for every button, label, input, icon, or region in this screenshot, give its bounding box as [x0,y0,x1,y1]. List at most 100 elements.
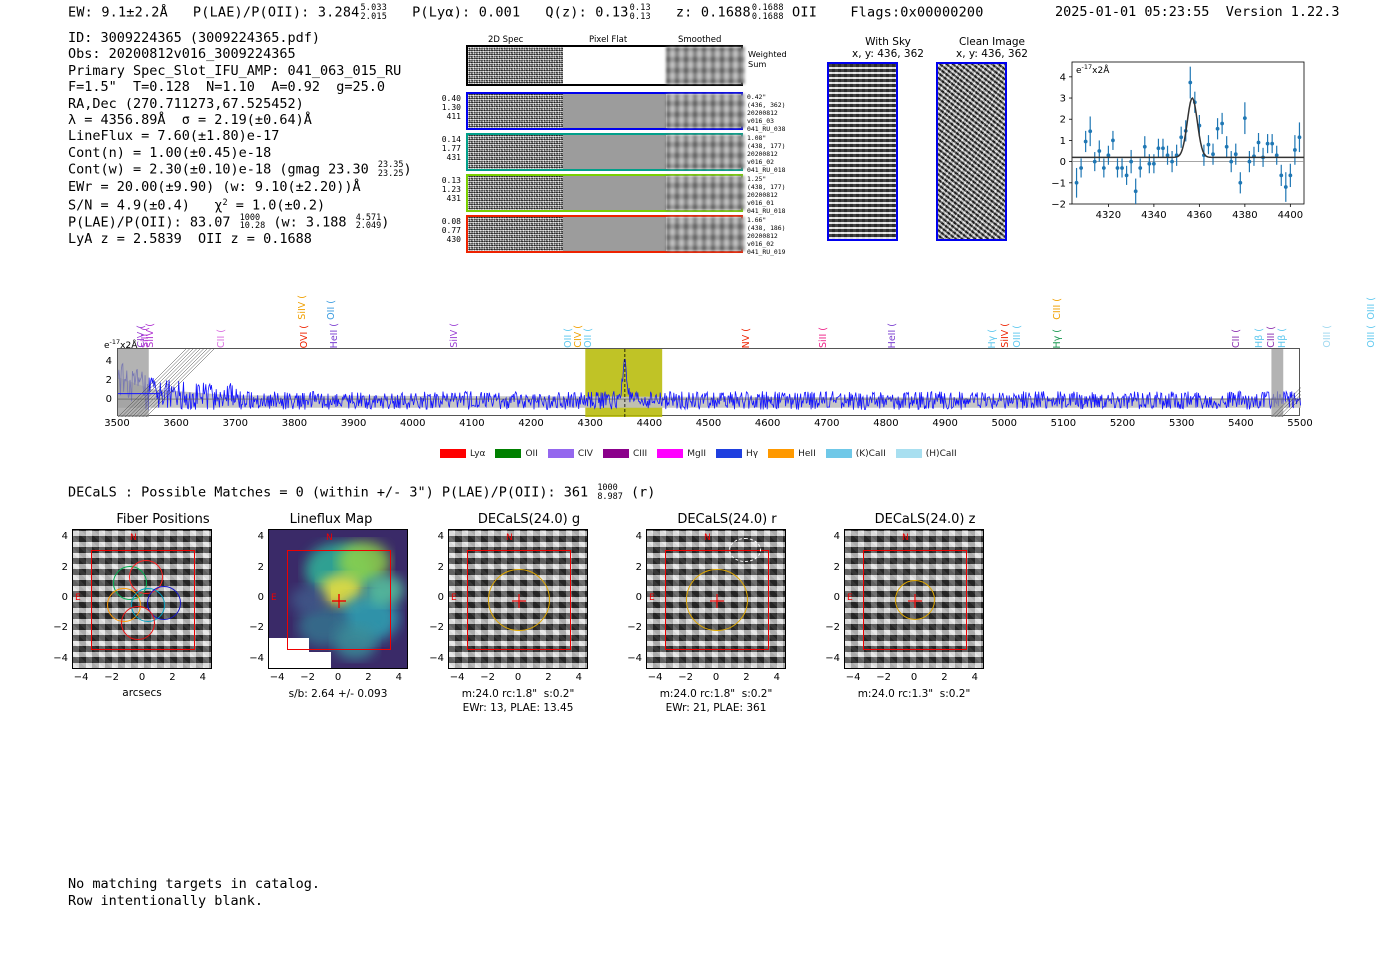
spec2d-weighted-sum-row[interactable] [466,45,745,86]
compass-east: E [649,593,655,603]
panel-image[interactable] [448,529,588,669]
legend-swatch [895,449,922,458]
z-value: 0.1688 [700,4,751,21]
cleanimage-coords: x, y: 436, 362 [956,48,1028,60]
panel-xtick: 4 [773,672,781,683]
spectrum-xtick: 3500 [104,418,130,429]
spec2d-row-right-label: 1.08" (438, 177) 20200812 v016_02 041_RU… [747,134,786,175]
panel-ytick: −2 [627,622,642,634]
spectrum-ytick: 4 [105,355,112,367]
panel-xtick: 0 [334,672,342,683]
spectrum-line-label: NV ( [741,327,753,348]
legend-label: CIII [632,448,648,459]
spectrum-line-label: CII ( [1231,329,1243,348]
qz-range: 0.13 0.13 [629,3,651,22]
legend-swatch [716,449,743,458]
svg-text:4340: 4340 [1141,210,1166,221]
svg-text:2: 2 [1060,115,1066,126]
spectrum-xtick: 3900 [340,418,367,429]
panel-xtick: 4 [575,672,583,683]
crosshair-icon [332,593,346,608]
spec2d-row-right-label: 1.25" (438, 177) 20200812 v016_01 041_RU… [747,175,786,216]
panel-xtick: −2 [480,672,495,683]
panel-image[interactable] [268,529,408,669]
withsky-title: With Sky [865,36,911,48]
spec2d-row-left-label: 0.14 1.77 431 [441,135,461,163]
panel-caption: m:24.0 rc:1.8" s:0.2" EWr: 21, PLAE: 361 [659,688,773,714]
panel-image[interactable] [844,529,984,669]
spectrum-xtick: 5100 [1050,418,1077,429]
panel-ytick: 0 [61,592,68,603]
spectrum-line-label: OIII ( [1365,325,1377,348]
panel-xtick: 0 [138,672,146,683]
line-fit-plot[interactable]: 4320 4340 4360 4380 4400 −2 −1 0 1 2 3 4 e-17x2Å [1042,52,1310,230]
info-radec: RA,Dec (270.711273,67.525452) [68,95,304,112]
plae-value: 3.284 [317,4,360,21]
svg-text:4400: 4400 [1278,210,1303,221]
spectrum-xtick: 5300 [1168,418,1195,429]
panel-title: DECaLS(24.0) g [477,512,581,527]
legend-swatch [495,449,522,458]
plya-label: P(Lyα): [412,4,471,21]
panel-xlabel: arcsecs [122,687,162,699]
compass-north: N [326,533,333,543]
fiber-circle[interactable] [121,606,155,640]
withsky-image[interactable] [827,62,898,241]
info-lambda-sigma: λ = 4356.89Å σ = 2.19(±0.64)Å [68,112,312,129]
panel-ytick: 2 [257,561,264,573]
panel-image[interactable] [646,529,786,669]
panel-ytick: −4 [429,652,444,664]
spec2d-fiber-row[interactable] [466,92,745,130]
panel-ytick: 2 [437,561,444,573]
panel-image[interactable] [72,529,212,669]
panel-caption: m:24.0 rc:1.3" s:0.2" [857,688,971,700]
plae-label: P(LAE)/P(OII): [192,4,310,21]
spectrum-line-label: Hβ ( [1277,328,1289,348]
svg-text:0: 0 [1060,157,1066,168]
spec2d-fiber-row[interactable] [466,174,745,212]
aperture-circle [895,580,935,620]
spectrum-line-label: SiIV ( [449,323,461,348]
weighted-sum-label: Weighted Sum [748,49,787,69]
spectrum-line-label: CIII ( [1052,298,1064,320]
panel-xtick: −4 [647,672,663,683]
info-primary-slot: Primary Spec_Slot_IFU_AMP: 041_063_015_R… [68,62,402,79]
legend-label: (K)CaII [855,448,886,459]
spectrum-line-label: SiIV ( [1000,323,1012,348]
spectrum-line-label: OVI ( [298,324,310,348]
legend-label: (H)CaII [925,448,957,459]
spectrum-line-label: OIII ( [1322,325,1334,348]
spectrum-xtick: 5400 [1228,418,1254,429]
decals-header: DECaLS : Possible Matches = 0 (within +/… [68,483,656,502]
full-spectrum-plot[interactable] [117,348,1351,418]
spectrum-legend: Lyα OII CIV CIII MgII Hγ HeII (K)CaII (H)CaII [440,443,967,462]
crosshair-icon [908,593,922,608]
spec2d-fiber-row[interactable] [466,133,745,171]
svg-text:4360: 4360 [1187,210,1212,221]
spectrum-xtick: 4900 [932,418,958,429]
panel-xtick: 2 [545,672,552,683]
spec2d-row-left-label: 0.13 1.23 431 [441,176,461,204]
spectrum-line-label: HeII ( [329,322,341,348]
header-timestamp-version: 2025-01-01 05:23:55 Version 1.22.3 [1055,4,1340,20]
panel-title: DECaLS(24.0) r [677,512,777,527]
cleanimage-title: Clean Image [958,36,1026,48]
cleanimage-image[interactable] [936,62,1007,241]
panel-ytick: 0 [437,592,444,603]
spectrum-xtick: 5200 [1109,418,1136,429]
panel-red-box [467,550,571,650]
panel-red-box [91,550,195,650]
panel-ytick: 2 [635,561,642,573]
spectrum-xtick: 5500 [1287,418,1313,429]
spectrum-xtick: 4500 [695,418,722,429]
fiber-circle[interactable] [147,586,181,620]
info-lineflux: LineFlux = 7.60(±1.80)e-17 [68,128,280,145]
legend-label: Lyα [470,448,486,459]
linefit-flux-annotation: e-17x2Å [1076,63,1110,76]
masked-source-circle [729,538,761,562]
panel-xtick: 0 [514,672,522,683]
panel-ytick: −2 [429,622,444,634]
svg-text:1: 1 [1060,136,1066,147]
crosshair-icon [710,593,724,608]
spec2d-fiber-row[interactable] [466,215,745,253]
